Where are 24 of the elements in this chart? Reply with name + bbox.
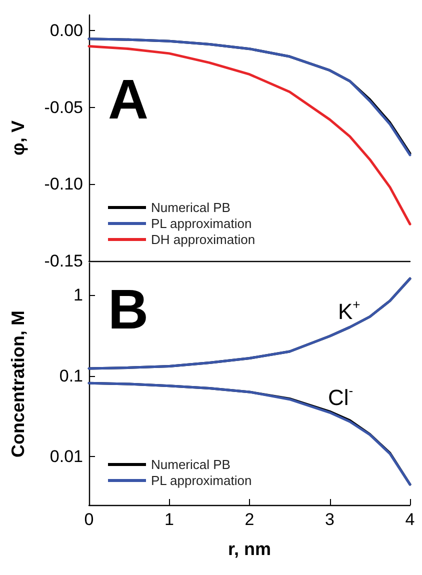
y-tick-label: -0.10 — [44, 174, 83, 194]
y-tick-label: 0.01 — [50, 446, 83, 466]
x-tick-label: 4 — [405, 510, 415, 529]
y-tick-label: -0.15 — [44, 252, 83, 270]
x-tick-label: 1 — [164, 510, 174, 529]
chart-title: B — [108, 278, 148, 340]
legend-label: Numerical PB — [151, 457, 230, 472]
y-tick-label: 0.1 — [59, 366, 83, 386]
y-tick-label: 0.00 — [50, 20, 83, 40]
x-tick-label: 3 — [325, 510, 334, 529]
legend-label: PL approximation — [151, 473, 252, 488]
x-axis-title: r, nm — [228, 539, 272, 559]
annotation: K+ — [338, 297, 360, 324]
legend-label: Numerical PB — [151, 200, 230, 215]
x-tick-label: 2 — [244, 510, 254, 529]
x-tick-label: 0 — [84, 510, 94, 529]
y-tick-label: -0.05 — [44, 98, 83, 117]
y-axis-title: φ, V — [8, 120, 28, 156]
y-axis-title: Concentration, M — [8, 310, 28, 458]
legend-label: PL approximation — [151, 216, 252, 231]
annotation: Cl- — [328, 383, 354, 410]
y-tick-label: 1 — [74, 286, 83, 305]
text: A — [108, 68, 148, 130]
legend-label: DH approximation — [151, 232, 256, 247]
